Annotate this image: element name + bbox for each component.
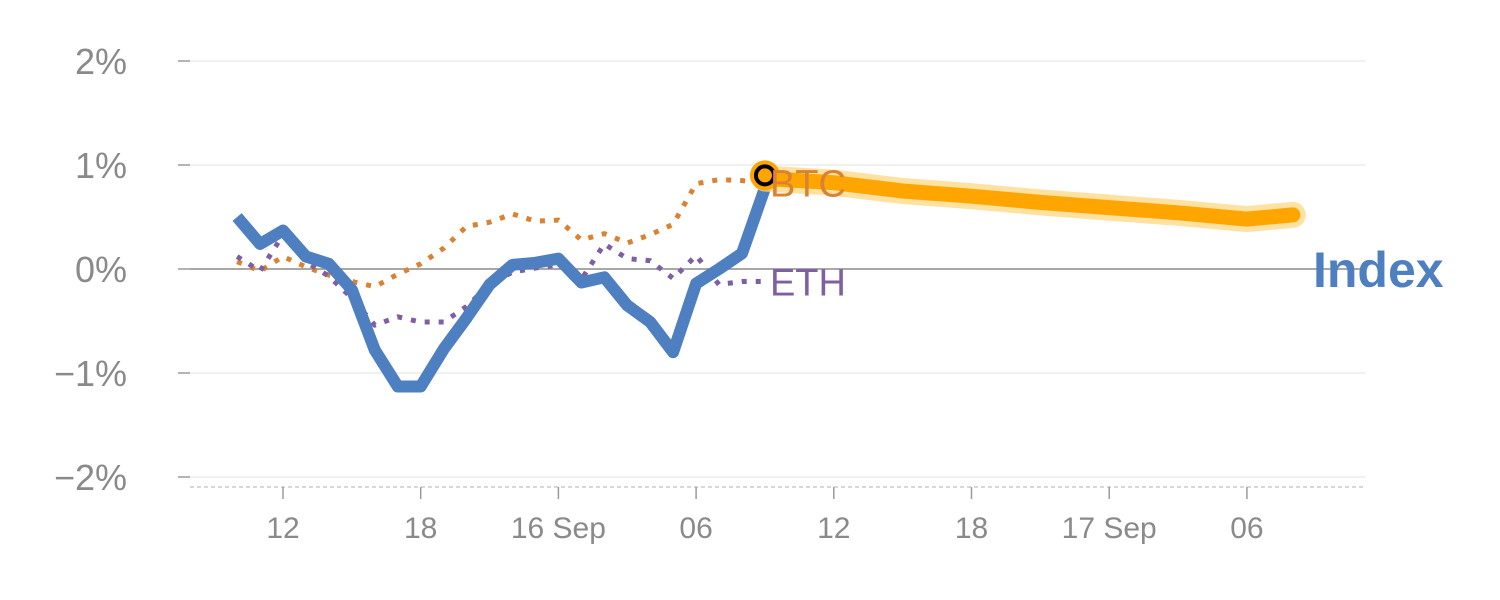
- series-label-btc: BTC: [770, 164, 846, 206]
- series-line-btc: [236, 177, 766, 290]
- ytick-label: 1%: [75, 145, 127, 186]
- series-label-index: Index: [1313, 242, 1444, 298]
- xtick-label: 16 Sep: [511, 512, 606, 545]
- xtick-label: 06: [1230, 512, 1263, 545]
- axis-layer: [178, 60, 1365, 499]
- ytick-label: −1%: [54, 353, 127, 394]
- ytick-label: −2%: [54, 457, 127, 498]
- ytick-label: 2%: [75, 41, 127, 82]
- series-label-eth: ETH: [770, 262, 846, 304]
- current-point-marker: [753, 164, 776, 187]
- xtick-label: 17 Sep: [1062, 512, 1157, 545]
- xtick-label: 18: [404, 512, 437, 545]
- series-line-eth: [235, 232, 765, 328]
- xtick-label: 18: [955, 512, 988, 545]
- series-line-index: [232, 185, 771, 393]
- label-layer: 2% 1% 0% −1% −2% 12 18 16 Sep 06 12 18 17 Sep 06 BTC E…: [54, 41, 1444, 545]
- series-line-forecast: [757, 171, 1301, 227]
- xtick-label: 12: [266, 512, 299, 545]
- series-layer: [232, 160, 1306, 393]
- xtick-label: 06: [679, 512, 712, 545]
- xtick-label: 12: [817, 512, 850, 545]
- ytick-label: 0%: [75, 249, 127, 290]
